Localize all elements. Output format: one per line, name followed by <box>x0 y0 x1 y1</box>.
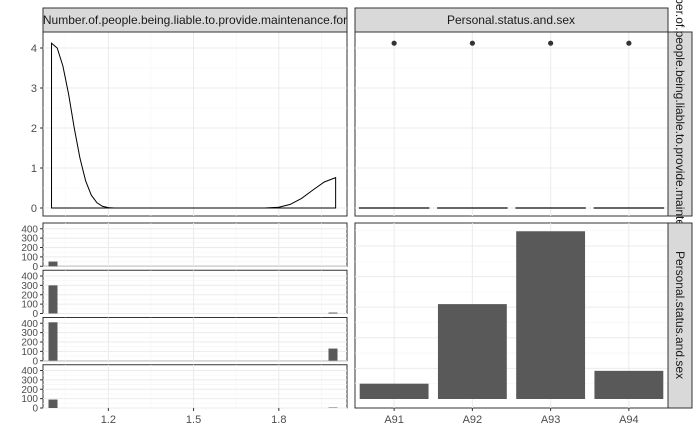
density-y-tick-label: 0 <box>31 203 37 215</box>
density-layer <box>51 42 337 209</box>
density-y-tick-label: 4 <box>31 43 37 55</box>
density-curve <box>51 42 337 209</box>
histogram-y-tick-label: 100 <box>21 300 38 311</box>
strip-col-right-label: Personal.status.and.sex <box>447 13 575 27</box>
bar-x-tick-label: A94 <box>619 414 639 426</box>
axis-histogram-x: 1.2 1.5 1.8 <box>101 408 286 426</box>
strip-row-top <box>667 31 693 217</box>
histogram-x-tick-label: 1.2 <box>101 414 116 426</box>
histogram-y-tick-label: 200 <box>21 243 38 254</box>
histogram-bar <box>48 261 58 267</box>
histogram-bar <box>328 312 338 314</box>
density-y-tick-label: 1 <box>31 163 37 175</box>
histogram-y-tick-label: 400 <box>21 366 38 377</box>
histogram-y-tick-label: 300 <box>21 281 38 292</box>
box-outlier-point <box>626 40 632 46</box>
strip-row-bottom <box>667 222 693 409</box>
histogram-bar <box>48 285 58 314</box>
bar <box>437 304 507 399</box>
density-y-tick-label: 3 <box>31 83 37 95</box>
histogram-bar <box>48 399 58 408</box>
histogram-y-tick-label: 0 <box>32 356 38 367</box>
axis-bar-x: A91 A92 A93 A94 <box>384 408 639 426</box>
histogram-y-tick-label: 0 <box>32 262 38 273</box>
panel-density <box>42 31 348 217</box>
bar <box>359 383 429 399</box>
histogram-y-tick-label: 200 <box>21 385 38 396</box>
histogram-y-tick-label: 300 <box>21 328 38 339</box>
bar-layer <box>359 231 664 399</box>
bar <box>516 231 586 399</box>
histogram-y-tick-label: 0 <box>32 404 38 415</box>
bar-x-tick-label: A93 <box>541 414 561 426</box>
strip-col-left <box>42 7 348 33</box>
strip-row-top-label: Number.of.people.being.liable.to.provide… <box>673 0 687 276</box>
box-outlier-point <box>548 40 554 46</box>
histogram-y-tick-label: 100 <box>21 347 38 358</box>
histogram-y-tick-label: 100 <box>21 394 38 405</box>
histogram-y-tick-label: 400 <box>21 319 38 330</box>
histogram-bar <box>48 322 58 361</box>
axis-density-y: 0 1 2 3 4 <box>31 43 43 215</box>
strip-col-right <box>354 7 669 33</box>
boxplot-layer <box>358 40 665 209</box>
histogram-bar <box>328 348 338 361</box>
bar-x-tick-label: A91 <box>384 414 404 426</box>
grid-density <box>43 32 347 216</box>
histogram-x-tick-label: 1.5 <box>186 414 201 426</box>
histogram-x-tick-label: 1.8 <box>271 414 286 426</box>
bar-x-tick-label: A92 <box>463 414 483 426</box>
box-outlier-point <box>391 40 397 46</box>
histogram-y-tick-label: 0 <box>32 309 38 320</box>
box-outlier-point <box>469 40 475 46</box>
strip-col-left-label: Number.of.people.being.liable.to.provide… <box>43 13 347 27</box>
panel-boxplot <box>354 31 669 217</box>
density-y-tick-label: 2 <box>31 123 37 135</box>
histogram-y-tick-label: 400 <box>21 224 38 235</box>
bar <box>594 370 664 399</box>
histogram-y-tick-label: 200 <box>21 290 38 301</box>
histogram-y-tick-label: 300 <box>21 234 38 245</box>
histogram-y-tick-label: 400 <box>21 272 38 283</box>
strip-row-bottom-label: Personal.status.and.sex <box>673 251 687 379</box>
histogram-facets: 0100200300400010020030040001002003004000… <box>21 222 348 415</box>
histogram-y-tick-label: 300 <box>21 375 38 386</box>
histogram-y-tick-label: 100 <box>21 252 38 263</box>
histogram-y-tick-label: 200 <box>21 338 38 349</box>
